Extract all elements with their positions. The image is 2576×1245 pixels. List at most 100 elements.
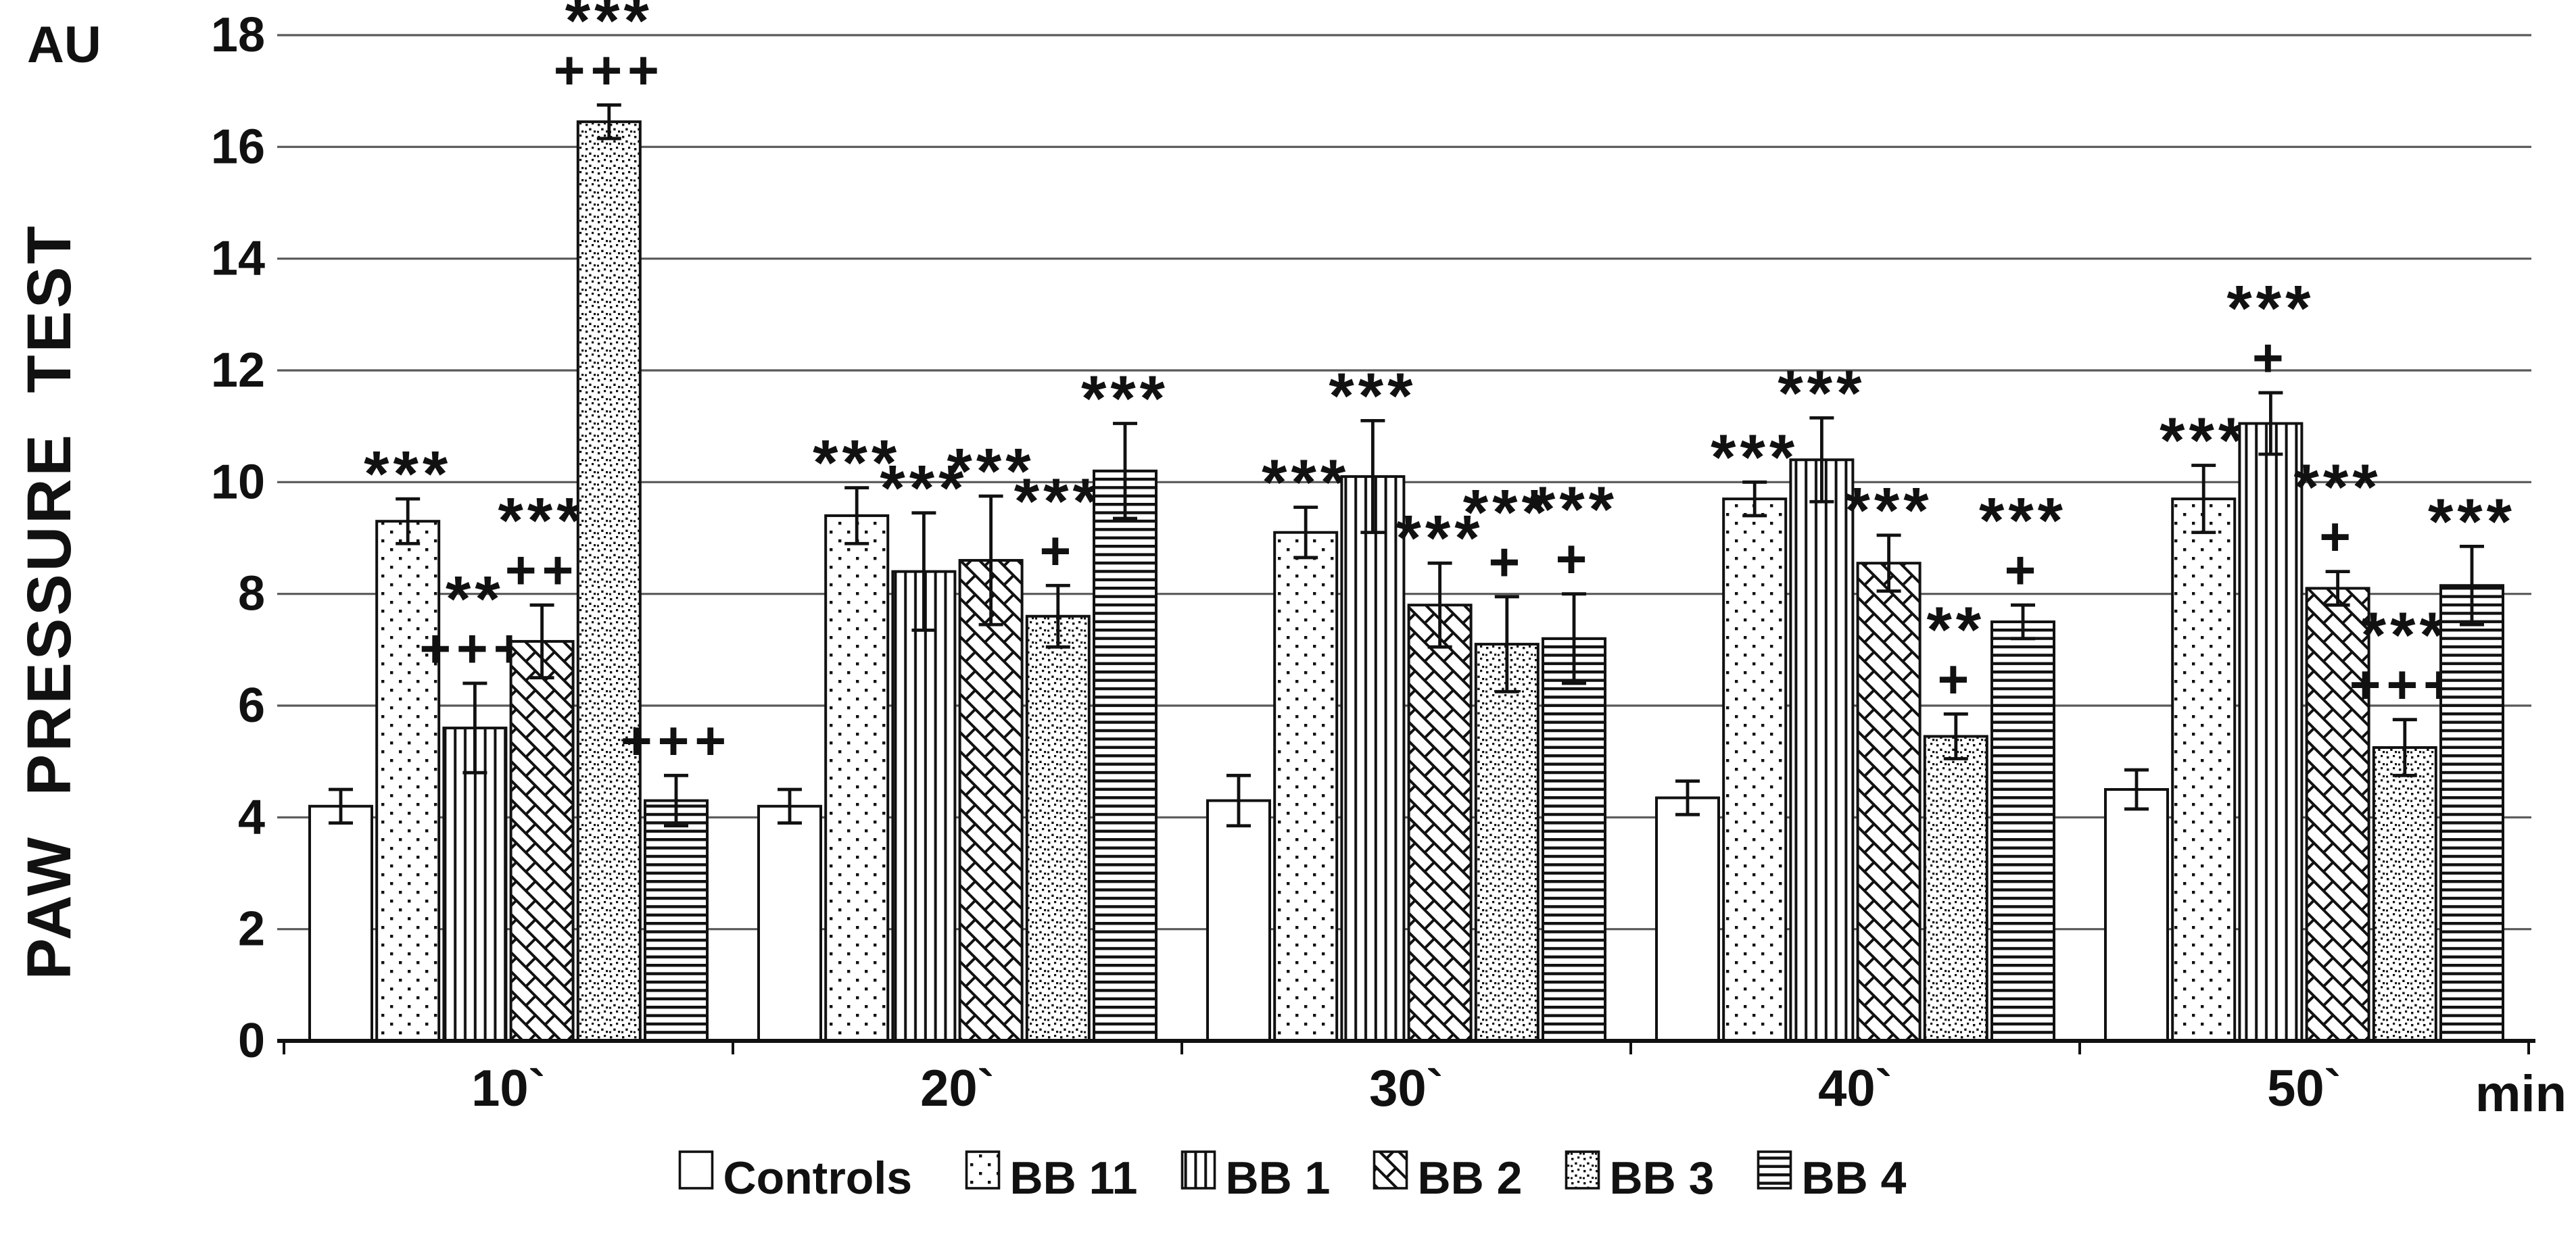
annotation-bb2-50: + xyxy=(2319,507,2356,567)
annotation-bb4-10: +++ xyxy=(621,710,732,771)
annotation-bb3-40: + xyxy=(1937,649,1974,709)
annotation-bb4-50: *** xyxy=(2428,485,2516,558)
bar-bb11-50 xyxy=(2171,497,2237,1042)
annotation-bb2-50: *** xyxy=(2294,451,2382,524)
annotation-bb3-20: + xyxy=(1039,520,1076,581)
annotation-bb4-30: *** xyxy=(1530,474,1618,546)
x-tick-label-3: 30` xyxy=(1369,1060,1444,1117)
bar-bb1-30 xyxy=(1340,475,1406,1042)
bar-bb3-50 xyxy=(2372,746,2437,1042)
bar-bb4-50 xyxy=(2439,584,2504,1042)
x-axis xyxy=(277,1039,2535,1054)
y-tick-label-8: 8 xyxy=(238,567,265,621)
annotation-bb1-50: + xyxy=(2252,328,2289,388)
legend-swatch-vlines-icon xyxy=(1180,1150,1216,1190)
legend: Controls BB 11 BB 1 BB 2 BB 3 BB 4 xyxy=(678,1150,1907,1204)
annotation-bb2-30: *** xyxy=(1396,502,1484,575)
legend-item-bb11: BB 11 xyxy=(965,1150,1138,1204)
annotation-bb1-50: *** xyxy=(2226,272,2314,345)
annotation-bb11-40: *** xyxy=(1711,421,1798,493)
y-tick-label-4: 4 xyxy=(238,790,265,844)
annotation-bb1-40: *** xyxy=(1778,357,1865,429)
legend-item-bb3: BB 3 xyxy=(1565,1150,1715,1204)
bar-bb4-10 xyxy=(644,799,709,1042)
annotation-bb3-40: ** xyxy=(1926,593,1985,666)
bar-bb1-10 xyxy=(442,727,508,1042)
bar-controls-40 xyxy=(1655,796,1720,1043)
bar-bb3-30 xyxy=(1474,643,1540,1042)
bar-bb1-50 xyxy=(2238,422,2304,1042)
bar-bb3-10 xyxy=(576,120,642,1043)
legend-label: BB 1 xyxy=(1226,1152,1331,1204)
y-tick-label-10: 10 xyxy=(211,455,265,509)
bar-controls-20 xyxy=(757,804,822,1043)
annotation-bb3-30: *** xyxy=(1463,477,1551,549)
bar-bb2-40 xyxy=(1856,562,1922,1042)
annotation-bb1-10: ** xyxy=(446,563,504,635)
annotation-bb4-40: *** xyxy=(1979,485,2067,557)
legend-item-controls: Controls xyxy=(678,1150,913,1204)
legend-label: BB 2 xyxy=(1418,1152,1523,1204)
legend-label: BB 11 xyxy=(1010,1152,1138,1204)
x-tick-labels: 10` 20` 30` 40` 50` xyxy=(471,1060,2341,1117)
legend-swatch-plain-icon xyxy=(678,1150,714,1190)
annotation-bb1-10: +++ xyxy=(419,618,530,679)
legend-label: Controls xyxy=(723,1152,913,1204)
annotation-bb3-20: *** xyxy=(1014,465,1102,537)
x-tick-label-2: 20` xyxy=(920,1060,995,1117)
y-tick-label-6: 6 xyxy=(238,679,265,733)
annotation-bb3-10: +++ xyxy=(554,40,665,100)
annotation-bb11-30: *** xyxy=(1262,447,1350,519)
bar-controls-10 xyxy=(308,804,373,1043)
bars: *** *** *** *** ***+++******** *** +***++*****… xyxy=(308,0,2516,1043)
bar-bb11-40 xyxy=(1722,497,1788,1042)
bar-bb2-50 xyxy=(2305,587,2370,1042)
annotation-bb2-10: ++ xyxy=(505,540,579,600)
legend-swatch-bricks-icon xyxy=(1373,1150,1408,1190)
legend-item-bb1: BB 1 xyxy=(1180,1150,1331,1204)
bar-bb1-40 xyxy=(1789,458,1855,1042)
x-unit-label: min xyxy=(2475,1065,2567,1123)
y-tick-label-12: 12 xyxy=(211,343,265,397)
annotation-bb3-50: +++ xyxy=(2350,655,2460,715)
bar-bb1-20 xyxy=(891,570,957,1042)
legend-swatch-hlines-icon xyxy=(1757,1150,1792,1190)
annotation-bb2-10: *** xyxy=(498,485,586,557)
y-tick-labels: 0 2 4 6 8 10 12 14 16 18 xyxy=(211,8,265,1068)
legend-swatch-stipple-icon xyxy=(1565,1150,1600,1190)
bar-bb3-20 xyxy=(1025,614,1091,1042)
bar-bb4-20 xyxy=(1093,469,1158,1042)
annotation-bb11-20: *** xyxy=(813,427,901,499)
annotation-bb1-30: *** xyxy=(1329,360,1416,432)
legend-item-bb2: BB 2 xyxy=(1373,1150,1523,1204)
bar-bb4-30 xyxy=(1542,637,1606,1042)
y-axis-title: PAW PRESSURE TEST xyxy=(15,223,84,979)
legend-label: BB 3 xyxy=(1610,1152,1715,1204)
legend-label: BB 4 xyxy=(1802,1152,1907,1204)
legend-swatch-dots-icon xyxy=(965,1150,1001,1190)
y-tick-label-2: 2 xyxy=(238,902,265,956)
bar-controls-50 xyxy=(2104,788,2169,1042)
bar-bb11-20 xyxy=(824,514,890,1042)
y-tick-label-14: 14 xyxy=(211,232,265,286)
x-tick-label-5: 50` xyxy=(2267,1060,2341,1117)
y-tick-label-0: 0 xyxy=(238,1014,265,1068)
annotation-bb1-20: *** xyxy=(880,452,968,524)
annotation-bb2-20: *** xyxy=(947,435,1035,508)
bar-bb11-30 xyxy=(1273,531,1339,1042)
bar-bb2-30 xyxy=(1407,604,1473,1042)
bar-bb3-40 xyxy=(1923,735,1988,1042)
annotation-bb3-10: *** xyxy=(565,0,653,57)
bar-bb11-10 xyxy=(375,520,441,1042)
bar-bb2-20 xyxy=(958,559,1024,1042)
bar-bb2-10 xyxy=(509,639,575,1042)
y-tick-label-16: 16 xyxy=(211,120,265,174)
x-tick-label-1: 10` xyxy=(471,1060,546,1117)
annotation-bb3-30: + xyxy=(1488,532,1525,592)
annotation-bb11-50: *** xyxy=(2160,405,2247,477)
annotation-bb4-40: + xyxy=(2005,540,2042,600)
x-tick-label-4: 40` xyxy=(1818,1060,1892,1117)
annotation-bb3-50: *** xyxy=(2361,600,2449,672)
